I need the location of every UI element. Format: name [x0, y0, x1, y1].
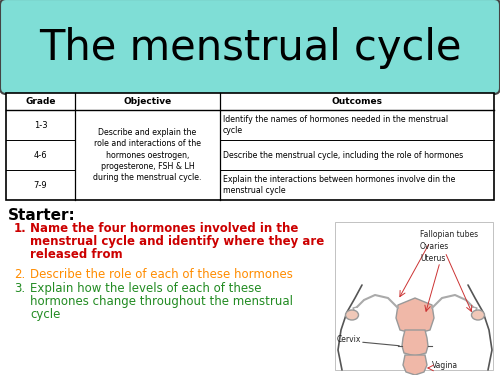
Text: Describe and explain the
role and interactions of the
hormones oestrogen,
proges: Describe and explain the role and intera… — [93, 128, 202, 182]
Text: cycle: cycle — [30, 308, 60, 321]
Text: Fallopian tubes: Fallopian tubes — [420, 230, 478, 239]
Text: 3.: 3. — [14, 282, 25, 295]
Text: Starter:: Starter: — [8, 208, 76, 223]
Text: hormones change throughout the menstrual: hormones change throughout the menstrual — [30, 295, 293, 308]
Text: Explain the interactions between hormones involve din the
menstrual cycle: Explain the interactions between hormone… — [223, 175, 456, 195]
Text: menstrual cycle and identify where they are: menstrual cycle and identify where they … — [30, 235, 324, 248]
Text: 1.: 1. — [14, 222, 27, 235]
Polygon shape — [402, 330, 428, 356]
Text: 2.: 2. — [14, 268, 25, 281]
Text: The menstrual cycle: The menstrual cycle — [39, 27, 461, 69]
Text: Outcomes: Outcomes — [332, 97, 382, 106]
Text: Grade: Grade — [25, 97, 56, 106]
Text: 7-9: 7-9 — [34, 180, 48, 189]
Text: released from: released from — [30, 248, 122, 261]
Text: Explain how the levels of each of these: Explain how the levels of each of these — [30, 282, 262, 295]
Text: 4-6: 4-6 — [34, 150, 48, 159]
Text: Name the four hormones involved in the: Name the four hormones involved in the — [30, 222, 298, 235]
Ellipse shape — [346, 310, 358, 320]
Polygon shape — [403, 355, 427, 375]
Text: Objective: Objective — [124, 97, 172, 106]
Ellipse shape — [472, 310, 484, 320]
Text: Identify the names of hormones needed in the menstrual
cycle: Identify the names of hormones needed in… — [223, 115, 448, 135]
Bar — [6, 93, 494, 200]
Text: 1-3: 1-3 — [34, 120, 48, 129]
Polygon shape — [396, 298, 434, 334]
Text: Uterus: Uterus — [420, 254, 446, 263]
FancyBboxPatch shape — [0, 0, 500, 94]
Text: Vagina: Vagina — [432, 362, 458, 370]
Text: Ovaries: Ovaries — [420, 242, 449, 251]
Text: Cervix: Cervix — [337, 336, 361, 345]
Bar — [335, 222, 493, 370]
Text: Describe the menstrual cycle, including the role of hormones: Describe the menstrual cycle, including … — [223, 150, 463, 159]
Text: Describe the role of each of these hormones: Describe the role of each of these hormo… — [30, 268, 293, 281]
